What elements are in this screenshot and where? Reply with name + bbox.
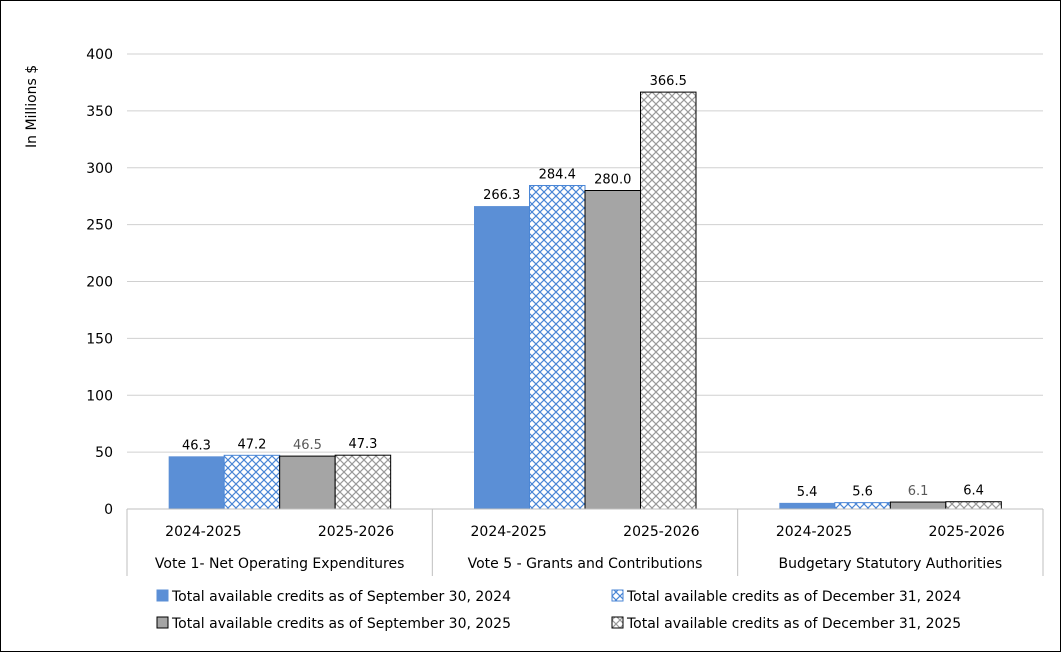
legend-label: Total available credits as of December 3… [626, 616, 961, 632]
bar-1-series-3 [279, 455, 336, 510]
y-tick-label: 400 [86, 47, 113, 63]
bars [168, 91, 1002, 510]
legend-label: Total available credits as of December 3… [626, 589, 961, 605]
y-tick-label: 0 [104, 502, 113, 518]
y-tick-label: 350 [86, 104, 113, 120]
data-label: 266.3 [483, 188, 520, 203]
data-label: 366.5 [650, 74, 687, 89]
x-group-label: Vote 5 - Grants and Contributions [468, 556, 703, 572]
y-axis-ticks: 0 50 100 150 200 250 300 350 400 [86, 47, 113, 518]
x-subcategory-label: 2024-2025 [471, 524, 547, 540]
y-tick-label: 300 [86, 161, 113, 177]
y-tick-label: 200 [86, 275, 113, 291]
x-subcategory-label: 2025-2026 [929, 524, 1005, 540]
legend: Total available credits as of September … [156, 589, 961, 632]
bar-2-series-1 [474, 206, 530, 510]
bar-1-series-2 [223, 454, 281, 510]
x-group-label: Vote 1- Net Operating Expenditures [155, 556, 404, 572]
data-label: 47.2 [237, 437, 266, 452]
legend-label: Total available credits as of September … [171, 589, 511, 605]
data-label: 6.1 [908, 484, 929, 499]
data-label: 5.4 [797, 485, 818, 500]
y-tick-label: 100 [86, 388, 113, 404]
data-label: 280.0 [594, 173, 631, 188]
x-subcategory-label: 2024-2025 [776, 524, 852, 540]
data-labels: 46.3 47.2 46.5 47.3 266.3 284.4 280.0 366.5 5.4 5… [182, 74, 984, 500]
y-tick-label: 250 [86, 218, 113, 234]
y-tick-label: 50 [95, 445, 113, 461]
legend-swatch [156, 589, 169, 602]
legend-swatch [611, 616, 624, 629]
data-label: 284.4 [539, 167, 576, 182]
bar-3-series-1 [779, 502, 835, 509]
legend-swatch [611, 589, 624, 602]
bar-2-series-2 [529, 184, 586, 510]
bar-3-series-4 [945, 501, 1002, 510]
y-axis-label: In Millions $ [24, 65, 40, 148]
data-label: 47.3 [348, 437, 377, 452]
data-label: 5.6 [852, 485, 873, 500]
bar-1-series-4 [334, 454, 392, 510]
x-subcategory-label: 2025-2026 [623, 524, 699, 540]
bar-3-series-3 [889, 501, 947, 510]
legend-swatch [156, 616, 169, 629]
data-label: 46.5 [293, 438, 322, 453]
bar-2-series-4 [640, 91, 697, 510]
y-tick-label: 150 [86, 331, 113, 347]
x-axis: 2024-2025 2025-2026 Vote 1- Net Operating … [126, 508, 1044, 576]
x-subcategory-label: 2024-2025 [165, 524, 241, 540]
legend-label: Total available credits as of September … [171, 616, 511, 632]
x-subcategory-label: 2025-2026 [318, 524, 394, 540]
bar-3-series-2 [834, 502, 891, 510]
bar-1-series-1 [168, 456, 225, 509]
x-group-label: Budgetary Statutory Authorities [779, 556, 1003, 572]
data-label: 6.4 [963, 484, 984, 499]
bar-2-series-3 [584, 190, 641, 510]
data-label: 46.3 [182, 438, 211, 453]
